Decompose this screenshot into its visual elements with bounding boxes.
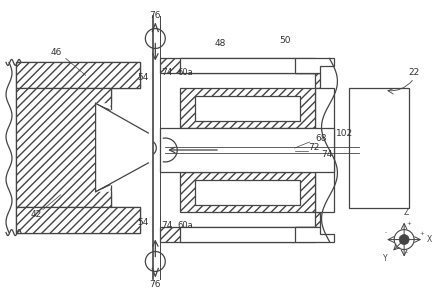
Polygon shape [16, 207, 140, 232]
Text: +: + [419, 231, 424, 236]
Text: +: + [406, 221, 411, 226]
Text: -: - [385, 231, 387, 236]
Polygon shape [16, 63, 140, 88]
Text: 54: 54 [138, 73, 149, 82]
Text: 72: 72 [308, 143, 319, 153]
Text: X: X [427, 235, 432, 244]
Text: 42: 42 [30, 210, 42, 219]
Text: 50: 50 [279, 36, 291, 45]
Text: 48: 48 [214, 39, 225, 48]
Polygon shape [16, 63, 140, 232]
Bar [180, 227, 315, 242]
Polygon shape [96, 103, 130, 192]
Text: Z: Z [404, 208, 409, 217]
Text: 74: 74 [321, 150, 332, 160]
Bar [195, 96, 299, 121]
Text: 60a: 60a [177, 221, 193, 230]
Text: 22: 22 [408, 68, 420, 77]
Polygon shape [180, 88, 315, 128]
Polygon shape [160, 58, 319, 88]
Bar [195, 180, 299, 205]
Bar [160, 128, 334, 172]
Text: 74: 74 [162, 221, 173, 230]
Text: 46: 46 [50, 48, 62, 57]
Polygon shape [96, 103, 148, 192]
Polygon shape [295, 227, 334, 242]
Polygon shape [16, 88, 110, 207]
Text: -: - [406, 250, 408, 255]
Polygon shape [160, 212, 319, 242]
Bar [315, 88, 334, 212]
Text: 68: 68 [316, 134, 327, 142]
Text: Y: Y [383, 255, 387, 263]
Polygon shape [180, 172, 315, 212]
Circle shape [399, 235, 409, 245]
Bar [350, 88, 409, 208]
Polygon shape [295, 58, 334, 73]
Text: 60a: 60a [177, 68, 193, 77]
Text: 76: 76 [150, 11, 161, 20]
Bar [180, 58, 315, 73]
Text: 76: 76 [150, 280, 161, 289]
Text: 102: 102 [336, 129, 353, 137]
Text: 74: 74 [162, 68, 173, 77]
Text: 54: 54 [138, 218, 149, 227]
